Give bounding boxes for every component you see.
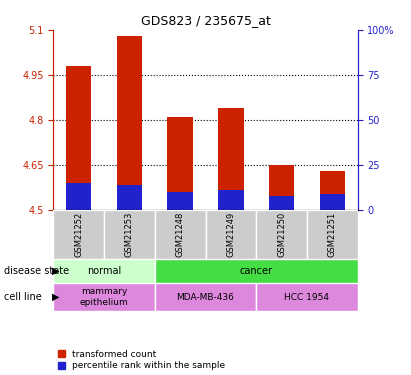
Text: GSM21252: GSM21252 [74, 212, 83, 257]
Text: disease state: disease state [4, 266, 69, 276]
Bar [319, 194, 345, 210]
Bar [66, 66, 91, 210]
Bar [117, 36, 142, 210]
Text: normal: normal [87, 266, 121, 276]
Bar [168, 192, 193, 210]
Text: GSM21248: GSM21248 [175, 211, 185, 257]
FancyBboxPatch shape [256, 283, 358, 311]
FancyBboxPatch shape [53, 210, 104, 259]
Text: ▶: ▶ [52, 266, 59, 276]
FancyBboxPatch shape [155, 259, 358, 283]
Bar [218, 190, 243, 210]
FancyBboxPatch shape [53, 283, 155, 311]
FancyBboxPatch shape [53, 259, 155, 283]
Text: cancer: cancer [240, 266, 272, 276]
Text: GSM21253: GSM21253 [125, 211, 134, 257]
FancyBboxPatch shape [256, 210, 307, 259]
Text: GSM21251: GSM21251 [328, 212, 337, 257]
Bar [117, 185, 142, 210]
Bar [269, 196, 294, 210]
Title: GDS823 / 235675_at: GDS823 / 235675_at [141, 15, 270, 27]
Text: GSM21249: GSM21249 [226, 212, 236, 257]
FancyBboxPatch shape [206, 210, 256, 259]
FancyBboxPatch shape [307, 210, 358, 259]
Text: mammary
epithelium: mammary epithelium [80, 288, 129, 307]
FancyBboxPatch shape [104, 210, 155, 259]
Text: cell line: cell line [4, 292, 42, 302]
Bar [269, 165, 294, 210]
Text: HCC 1954: HCC 1954 [284, 292, 329, 302]
Legend: transformed count, percentile rank within the sample: transformed count, percentile rank withi… [58, 350, 226, 370]
Bar [66, 183, 91, 210]
Bar [168, 117, 193, 210]
Bar [319, 171, 345, 210]
Bar [218, 108, 243, 210]
FancyBboxPatch shape [155, 210, 206, 259]
Text: MDA-MB-436: MDA-MB-436 [177, 292, 234, 302]
Text: ▶: ▶ [52, 292, 59, 302]
FancyBboxPatch shape [155, 283, 256, 311]
Text: GSM21250: GSM21250 [277, 212, 286, 257]
